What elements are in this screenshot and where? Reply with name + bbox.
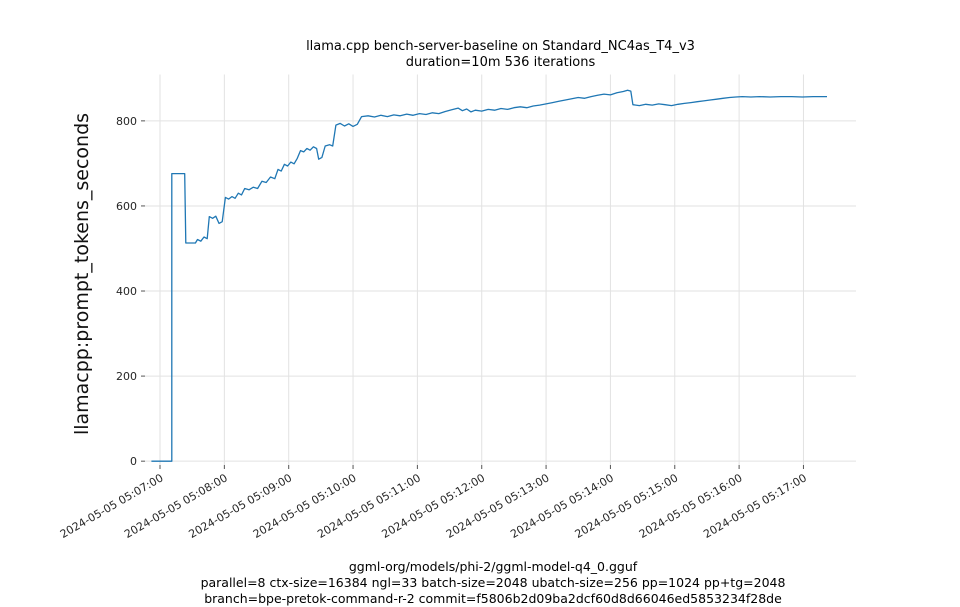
x-tick-label: 2024-05-05 05:11:00 [315, 471, 423, 541]
y-tick-label: 0 [130, 455, 137, 468]
y-tick-label: 800 [116, 115, 137, 128]
x-tick-label: 2024-05-05 05:08:00 [122, 471, 230, 541]
y-tick-label: 600 [116, 200, 137, 213]
y-axis-label: llamacpp:prompt_tokens_seconds [71, 112, 93, 436]
x-tick-label: 2024-05-05 05:17:00 [701, 471, 809, 541]
x-tick-label: 2024-05-05 05:09:00 [187, 471, 295, 541]
x-tick-label: 2024-05-05 05:12:00 [380, 471, 488, 541]
chart-title: llama.cpp bench-server-baseline on Stand… [145, 39, 856, 71]
x-tick-label: 2024-05-05 05:13:00 [444, 471, 552, 541]
x-tick-label: 2024-05-05 05:15:00 [573, 471, 681, 541]
x-tick-label: 2024-05-05 05:07:00 [58, 471, 166, 541]
data-line-prompt-tokens-seconds [151, 89, 827, 462]
footer-branch-commit: branch=bpe-pretok-command-r-2 commit=f58… [204, 591, 782, 606]
footer-model-path: ggml-org/models/phi-2/ggml-model-q4_0.gg… [348, 559, 638, 574]
y-tick-label: 400 [116, 285, 137, 298]
x-tick-label: 2024-05-05 05:16:00 [637, 471, 745, 541]
chart-title-line1: llama.cpp bench-server-baseline on Stand… [306, 39, 695, 54]
x-tick-label: 2024-05-05 05:14:00 [508, 471, 616, 541]
y-tick-label: 200 [116, 370, 137, 383]
x-tick-label: 2024-05-05 05:10:00 [251, 471, 359, 541]
chart-title-line2: duration=10m 536 iterations [405, 55, 596, 70]
footer-bench-params: parallel=8 ctx-size=16384 ngl=33 batch-s… [200, 575, 786, 590]
